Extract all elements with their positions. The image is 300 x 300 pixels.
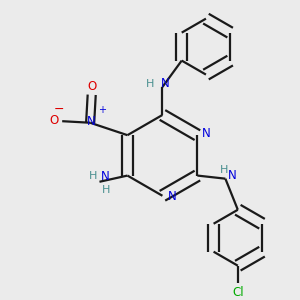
Text: N: N [228,169,237,182]
Text: H: H [101,184,110,195]
Text: N: N [167,190,176,203]
Text: −: − [54,103,64,116]
Text: N: N [160,77,169,90]
Text: N: N [101,170,110,183]
Text: N: N [202,127,211,140]
Text: H: H [220,165,228,175]
Text: Cl: Cl [232,286,244,298]
Text: N: N [87,115,96,128]
Text: H: H [88,171,97,181]
Text: H: H [146,79,154,89]
Text: +: + [98,105,106,115]
Text: O: O [50,114,59,127]
Text: O: O [87,80,96,93]
